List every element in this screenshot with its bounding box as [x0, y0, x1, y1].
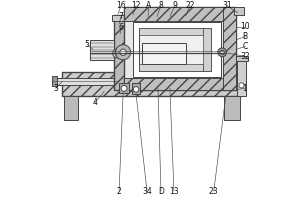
Text: 10: 10 [241, 22, 250, 31]
Bar [132, 83, 140, 94]
Bar [124, 78, 224, 90]
Circle shape [133, 87, 139, 92]
Text: 34: 34 [142, 187, 152, 196]
Bar [223, 7, 236, 90]
Text: 12: 12 [131, 1, 141, 10]
Circle shape [115, 51, 119, 55]
Text: 31: 31 [222, 1, 232, 10]
Circle shape [220, 50, 224, 54]
Bar [64, 96, 78, 120]
Circle shape [218, 48, 226, 57]
Text: 23: 23 [209, 187, 219, 196]
Bar [124, 7, 236, 90]
Text: 22: 22 [185, 1, 195, 10]
Bar [124, 7, 236, 21]
Text: D: D [158, 187, 164, 196]
Bar [139, 28, 203, 35]
Bar [62, 72, 242, 96]
Circle shape [121, 85, 127, 91]
Text: 13: 13 [169, 187, 179, 196]
Circle shape [116, 45, 131, 60]
Bar [224, 96, 240, 120]
Bar [52, 76, 57, 86]
Text: A: A [146, 1, 152, 10]
Text: 32: 32 [241, 52, 250, 61]
Text: 6: 6 [119, 23, 124, 32]
Text: 8: 8 [159, 1, 163, 10]
Bar [112, 15, 129, 21]
Text: 5: 5 [85, 40, 90, 49]
Text: 4: 4 [93, 98, 98, 107]
Bar [139, 28, 211, 71]
Bar [234, 7, 244, 15]
Text: 16: 16 [116, 1, 126, 10]
Bar [119, 83, 129, 93]
Bar [114, 15, 127, 90]
Text: 7: 7 [119, 12, 124, 21]
Text: 9: 9 [172, 1, 177, 10]
Circle shape [120, 49, 126, 55]
Circle shape [239, 83, 244, 88]
Bar [52, 78, 118, 85]
Bar [142, 43, 186, 64]
Circle shape [113, 49, 122, 58]
Text: 1: 1 [242, 84, 247, 93]
Bar [203, 28, 211, 71]
Text: B: B [243, 32, 248, 41]
Bar [133, 22, 221, 77]
Bar [139, 64, 203, 71]
Bar [237, 60, 246, 96]
Bar [90, 40, 114, 60]
Bar [236, 56, 248, 61]
Text: 2: 2 [117, 187, 122, 196]
Text: 3: 3 [53, 84, 58, 93]
Text: C: C [243, 42, 248, 51]
